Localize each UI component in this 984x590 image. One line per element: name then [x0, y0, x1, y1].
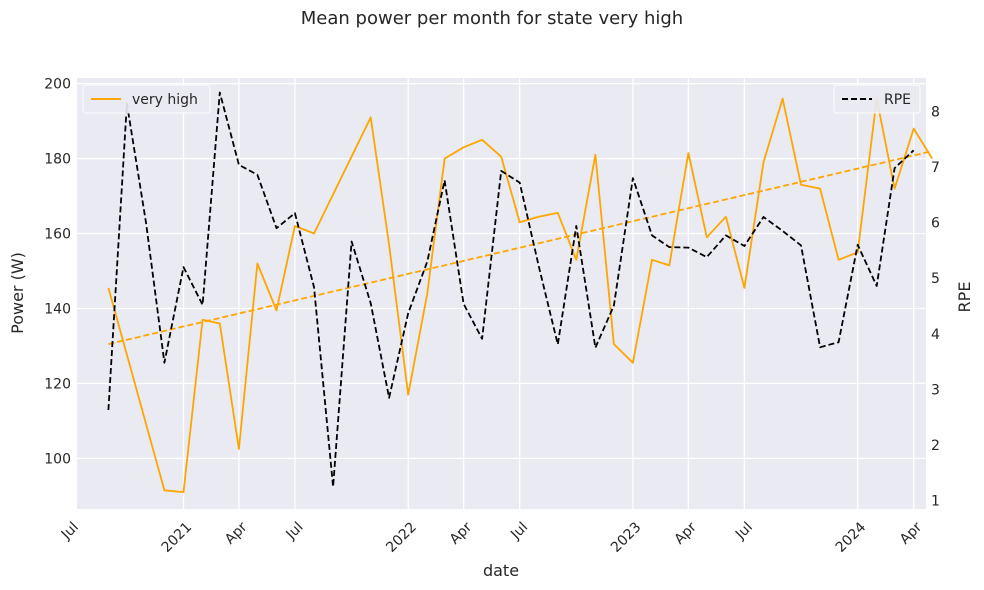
- legend-right: RPE: [833, 84, 921, 114]
- x-tick-label: 2021: [159, 519, 196, 556]
- y-right-tick-label: 4: [931, 327, 940, 343]
- rpe-series-line: [107, 91, 915, 488]
- x-tick-label: Jul: [732, 519, 756, 543]
- x-axis-ticks: Jul 2021 Apr Jul 2022 Apr Jul 2023 Apr Jul 2024 Apr: [58, 519, 926, 556]
- y-left-tick-label: 100: [44, 451, 71, 467]
- series-layer: [107, 91, 933, 494]
- y-right-tick-label: 8: [931, 104, 940, 120]
- right-axis-title: RPE: [955, 282, 974, 313]
- x-tick-label: Apr: [222, 519, 251, 548]
- y-left-tick-label: 140: [44, 301, 71, 317]
- x-tick-label: 2024: [833, 519, 870, 556]
- x-tick-label: 2022: [383, 519, 420, 556]
- x-tick-label: Jul: [507, 519, 531, 543]
- right-axis-ticks: 1 2 3 4 5 6 7 8: [931, 104, 940, 509]
- plot-background: [77, 78, 926, 509]
- y-left-tick-label: 120: [44, 376, 71, 392]
- power-series-line: [107, 97, 933, 494]
- x-axis-title: date: [483, 561, 519, 580]
- y-right-tick-label: 5: [931, 271, 940, 287]
- legend-right-label: RPE: [884, 92, 911, 108]
- x-tick-label: Apr: [672, 519, 701, 548]
- y-right-tick-label: 3: [931, 382, 940, 398]
- y-left-tick-label: 200: [44, 77, 71, 93]
- y-right-tick-label: 2: [931, 438, 940, 454]
- y-right-tick-label: 7: [931, 160, 940, 176]
- x-tick-label: 2023: [608, 519, 645, 556]
- legend-left-label: very high: [132, 92, 198, 108]
- y-left-tick-label: 180: [44, 152, 71, 168]
- legend-left-box: [82, 84, 211, 114]
- y-left-tick-label: 160: [44, 227, 71, 243]
- left-axis-ticks: 100 120 140 160 180 200: [44, 77, 71, 468]
- left-axis-title: Power (W): [8, 252, 27, 334]
- x-tick-label: Jul: [58, 519, 82, 543]
- grid: [69, 78, 926, 509]
- y-right-tick-label: 1: [931, 494, 940, 510]
- legend-right-box: [833, 84, 921, 114]
- x-tick-label: Apr: [447, 519, 476, 548]
- trend-series-line: [108, 150, 933, 345]
- x-tick-label: Apr: [897, 519, 926, 548]
- x-tick-label: Jul: [283, 519, 307, 543]
- legend-left: very high: [82, 84, 211, 114]
- y-right-tick-label: 6: [931, 216, 940, 232]
- chart-title: Mean power per month for state very high: [301, 8, 683, 29]
